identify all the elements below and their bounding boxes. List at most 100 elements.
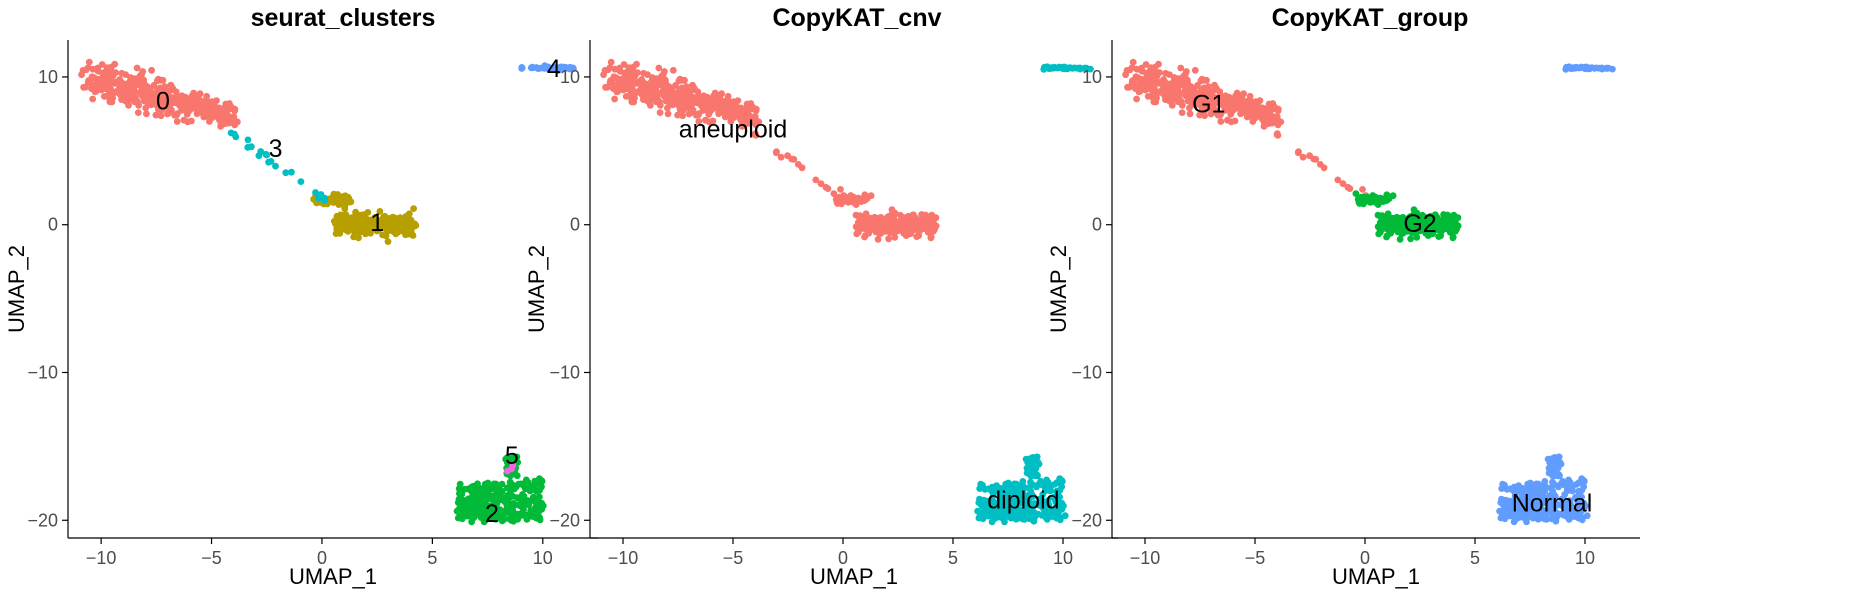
point bbox=[548, 65, 556, 73]
cluster-label: aneuploid bbox=[679, 116, 787, 144]
point bbox=[646, 82, 653, 90]
point bbox=[1004, 512, 1012, 519]
point bbox=[1407, 235, 1414, 243]
series-aneuploid bbox=[830, 190, 940, 243]
point bbox=[1567, 501, 1575, 509]
point bbox=[391, 214, 399, 222]
point bbox=[1043, 63, 1051, 71]
point bbox=[145, 89, 153, 97]
point bbox=[1002, 487, 1010, 495]
point bbox=[1576, 493, 1584, 501]
point bbox=[854, 219, 862, 227]
point bbox=[880, 226, 888, 233]
point bbox=[873, 217, 881, 225]
point bbox=[1174, 94, 1182, 102]
point bbox=[376, 208, 384, 215]
point bbox=[483, 496, 491, 503]
point bbox=[1384, 210, 1392, 218]
point bbox=[875, 228, 882, 235]
point bbox=[118, 69, 126, 77]
point bbox=[709, 117, 717, 125]
point bbox=[1565, 63, 1573, 71]
point bbox=[627, 89, 635, 96]
point bbox=[891, 234, 899, 241]
point bbox=[161, 96, 169, 104]
point bbox=[461, 485, 468, 493]
point bbox=[518, 512, 526, 519]
x-tick-label: 0 bbox=[317, 548, 327, 568]
x-tick-label: −10 bbox=[608, 548, 639, 568]
point bbox=[351, 221, 358, 229]
point bbox=[683, 96, 690, 104]
point bbox=[916, 218, 923, 226]
point bbox=[1371, 198, 1379, 206]
point bbox=[1578, 515, 1586, 523]
panel-1: seurat_clusters−10 −5 0 5 10−20−10010UMAP_1U… bbox=[4, 4, 598, 589]
point bbox=[383, 214, 391, 222]
point bbox=[1019, 478, 1027, 485]
point bbox=[185, 107, 193, 115]
point bbox=[459, 496, 467, 504]
point bbox=[688, 93, 695, 101]
cluster-label: 2 bbox=[485, 500, 499, 528]
point bbox=[715, 96, 723, 104]
point bbox=[911, 214, 918, 222]
point bbox=[506, 503, 513, 511]
point bbox=[215, 116, 223, 124]
point bbox=[641, 82, 649, 90]
point bbox=[607, 58, 615, 66]
point bbox=[702, 116, 709, 124]
point bbox=[523, 515, 531, 523]
x-tick-label: 10 bbox=[533, 548, 553, 568]
point bbox=[1026, 503, 1034, 511]
point bbox=[1148, 72, 1156, 80]
point bbox=[523, 480, 531, 488]
point bbox=[140, 81, 148, 88]
point bbox=[679, 112, 686, 120]
x-tick-label: −5 bbox=[723, 548, 744, 568]
point bbox=[92, 87, 100, 95]
point bbox=[1168, 92, 1176, 99]
point bbox=[1541, 512, 1548, 520]
point bbox=[614, 82, 621, 90]
point bbox=[732, 101, 739, 109]
point bbox=[130, 94, 138, 102]
point bbox=[862, 210, 870, 218]
point bbox=[1564, 514, 1572, 522]
point bbox=[980, 496, 987, 504]
x-tick-label: 10 bbox=[1575, 548, 1595, 568]
point bbox=[1369, 192, 1377, 199]
y-tick-label: −20 bbox=[549, 510, 580, 530]
point bbox=[1445, 222, 1452, 230]
point bbox=[653, 75, 660, 82]
point bbox=[166, 103, 174, 111]
point bbox=[640, 96, 647, 103]
point bbox=[1174, 88, 1181, 96]
point bbox=[384, 238, 392, 246]
cluster-label: 1 bbox=[370, 209, 384, 237]
point bbox=[681, 88, 689, 96]
x-tick-label: −10 bbox=[1130, 548, 1161, 568]
point bbox=[1274, 117, 1282, 124]
point bbox=[1162, 96, 1169, 103]
point bbox=[1502, 496, 1509, 504]
point bbox=[1549, 487, 1557, 495]
point bbox=[124, 92, 132, 99]
point bbox=[173, 96, 181, 104]
x-tick-label: −5 bbox=[1245, 548, 1266, 568]
y-tick-label: −20 bbox=[1071, 510, 1102, 530]
point bbox=[1162, 69, 1169, 77]
point bbox=[1344, 183, 1352, 191]
point bbox=[611, 95, 618, 103]
point bbox=[1186, 104, 1193, 112]
point bbox=[1018, 499, 1026, 507]
point bbox=[669, 66, 677, 74]
point bbox=[1035, 460, 1043, 468]
point bbox=[1419, 211, 1426, 219]
point bbox=[540, 64, 548, 72]
point bbox=[143, 110, 150, 118]
point bbox=[1580, 499, 1588, 507]
point bbox=[203, 92, 211, 100]
point bbox=[664, 104, 671, 112]
point bbox=[994, 513, 1002, 521]
